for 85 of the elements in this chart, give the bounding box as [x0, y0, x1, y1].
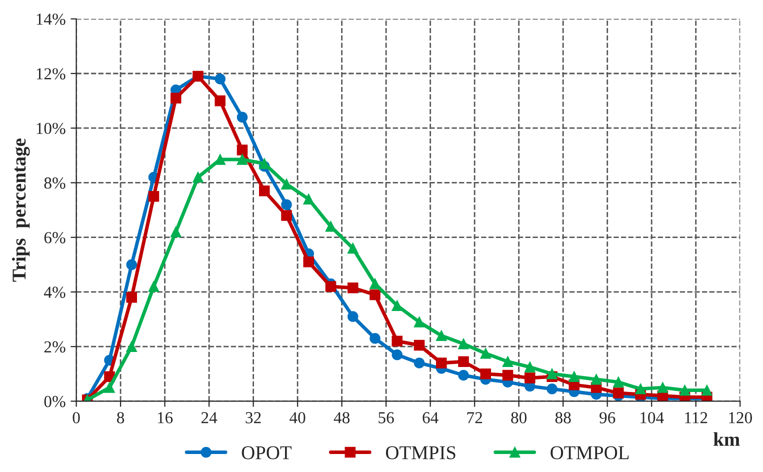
legend-label: OPOT: [242, 446, 292, 460]
point: [524, 372, 536, 384]
point: [635, 384, 646, 394]
point: [192, 172, 204, 183]
point: [281, 178, 292, 190]
point: [370, 333, 380, 344]
point: [590, 374, 602, 385]
point: [546, 384, 558, 394]
x-tick-label: 64: [422, 412, 438, 424]
y-tick-label: 10%: [36, 122, 66, 134]
x-tick-label: 120: [729, 412, 752, 424]
y-tick-label: 6%: [44, 232, 66, 244]
x-tick-label: 104: [640, 412, 664, 424]
point: [170, 92, 182, 104]
x-tick-label: 80: [511, 412, 527, 424]
point: [370, 278, 380, 290]
point: [414, 358, 425, 368]
point: [236, 144, 248, 156]
y-tick-label: 8%: [44, 177, 66, 189]
point: [104, 382, 115, 393]
point: [436, 358, 447, 368]
x-tick-label: 24: [201, 412, 218, 424]
point: [392, 336, 403, 346]
point: [236, 154, 248, 165]
x-tick-label: 112: [685, 412, 708, 424]
x-tick-label: 96: [600, 412, 616, 424]
point: [214, 154, 226, 165]
point: [657, 382, 668, 393]
point: [524, 362, 536, 372]
y-axis-title: Trips percentage: [12, 138, 30, 282]
point: [613, 388, 624, 398]
x-tick-label: 16: [158, 412, 173, 424]
point: [259, 186, 270, 196]
legend-label: OTMPIS: [386, 446, 456, 460]
point: [502, 356, 514, 367]
point: [414, 340, 425, 351]
point: [126, 259, 137, 270]
point: [214, 95, 226, 106]
x-tick-label: 48: [334, 412, 350, 424]
point: [702, 384, 712, 396]
point: [480, 348, 492, 359]
point: [458, 356, 469, 367]
x-tick-label: 0: [72, 412, 80, 424]
point: [148, 281, 160, 292]
point: [679, 384, 690, 396]
point: [126, 292, 137, 303]
legend-label: OTMPOL: [550, 446, 629, 460]
point: [502, 370, 514, 381]
x-axis-title: km: [714, 432, 740, 446]
point: [348, 282, 358, 294]
x-tick-label: 56: [378, 412, 394, 424]
point: [458, 338, 469, 350]
x-tick-label: 8: [117, 412, 124, 424]
point: [480, 368, 492, 380]
y-tick-label: 12%: [36, 68, 66, 80]
x-tick-label: 32: [246, 412, 261, 424]
point: [392, 349, 403, 360]
x-tick-label: 88: [555, 412, 571, 424]
point: [568, 371, 580, 382]
point: [148, 191, 160, 202]
point: [325, 221, 336, 232]
point: [370, 289, 380, 300]
point: [281, 199, 292, 210]
point: [348, 242, 358, 254]
point: [303, 194, 314, 204]
point: [170, 226, 182, 238]
point: [546, 368, 558, 380]
point: [348, 311, 358, 322]
point: [126, 341, 137, 352]
point: [303, 256, 314, 268]
x-tick-label: 72: [467, 412, 482, 424]
point: [436, 330, 447, 342]
point: [613, 376, 624, 388]
point: [458, 370, 469, 381]
point: [325, 281, 336, 292]
x-tick-label: 40: [290, 412, 306, 424]
point: [281, 210, 292, 221]
y-tick-label: 2%: [44, 341, 66, 353]
point: [236, 112, 248, 123]
y-tick-label: 4%: [44, 286, 66, 298]
y-tick-label: 0%: [44, 396, 66, 408]
point: [392, 300, 403, 311]
y-tick-label: 14%: [36, 14, 66, 25]
point: [214, 74, 226, 84]
point: [414, 316, 425, 328]
